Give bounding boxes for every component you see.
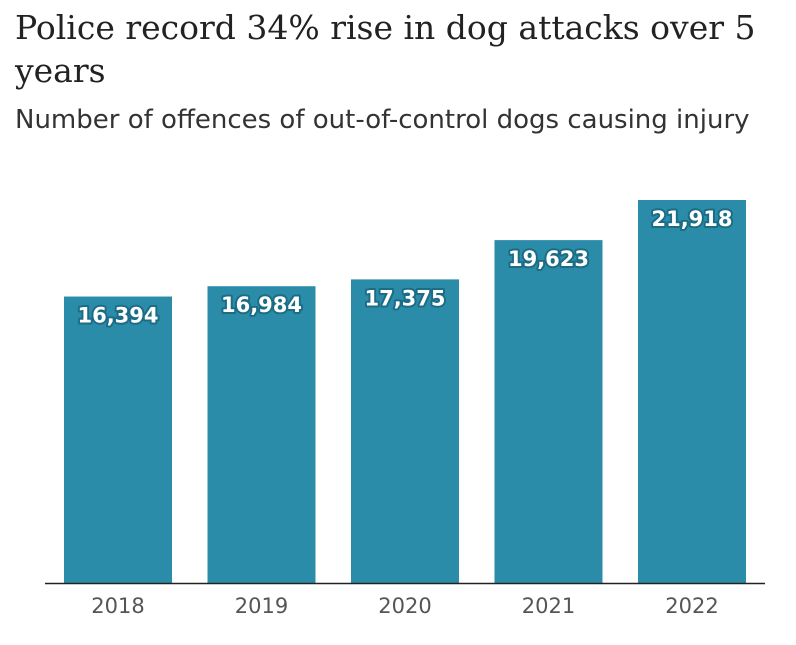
x-tick-label-2020: 2020 <box>378 594 431 618</box>
bar-2019 <box>207 286 316 583</box>
bar-2021 <box>494 240 603 583</box>
bar-2020 <box>351 279 459 583</box>
chart-title: Police record 34% rise in dog attacks ov… <box>15 8 756 90</box>
bar-2018 <box>64 296 172 583</box>
data-label-2021: 19,623 <box>508 247 589 271</box>
data-label-2019: 16,984 <box>221 293 302 317</box>
data-label-2022: 21,918 <box>651 207 732 231</box>
chart-subtitle: Number of offences of out-of-control dog… <box>15 105 750 135</box>
data-label-2018: 16,394 <box>77 304 158 328</box>
x-tick-label-2022: 2022 <box>665 594 718 618</box>
x-tick-label-2021: 2021 <box>522 594 575 618</box>
x-tick-label-2019: 2019 <box>235 594 288 618</box>
bar-2022 <box>638 200 746 583</box>
data-label-2020: 17,375 <box>364 286 445 310</box>
x-tick-label-2018: 2018 <box>91 594 144 618</box>
